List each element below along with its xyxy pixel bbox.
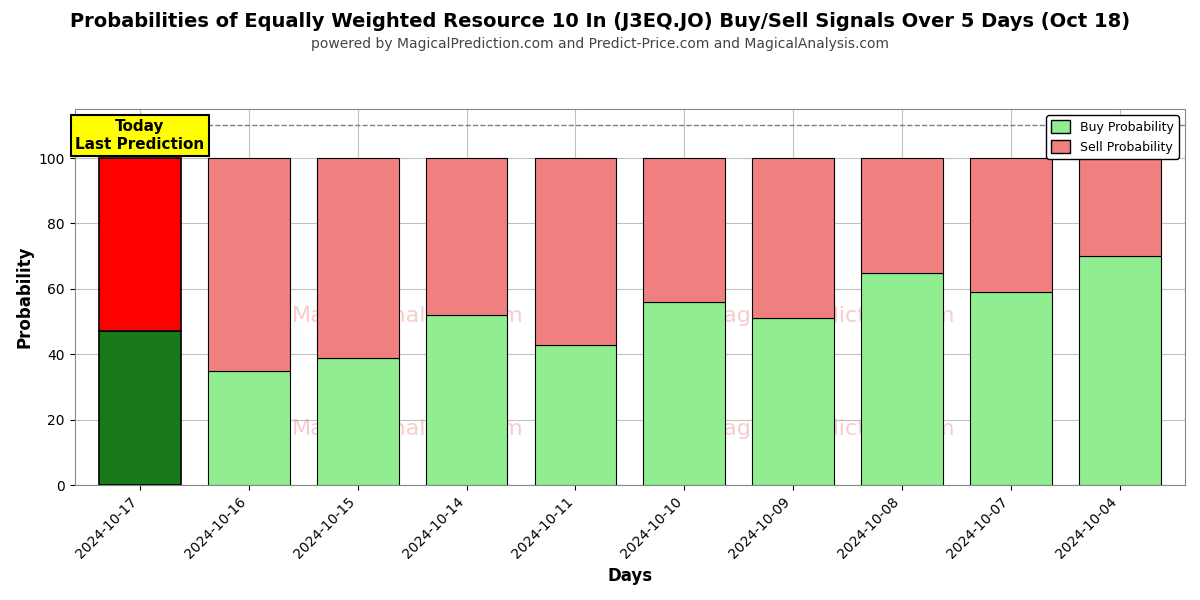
X-axis label: Days: Days <box>607 567 653 585</box>
Bar <box>317 358 398 485</box>
Bar <box>862 158 943 272</box>
Bar <box>426 315 508 485</box>
Bar <box>426 158 508 315</box>
Bar <box>1079 256 1160 485</box>
Bar <box>862 272 943 485</box>
Text: powered by MagicalPrediction.com and Predict-Price.com and MagicalAnalysis.com: powered by MagicalPrediction.com and Pre… <box>311 37 889 51</box>
Bar <box>100 158 181 331</box>
Bar <box>208 371 289 485</box>
Bar <box>317 158 398 358</box>
Bar <box>643 158 725 302</box>
Bar <box>752 319 834 485</box>
Bar <box>970 158 1051 292</box>
Bar <box>534 158 617 344</box>
Bar <box>970 292 1051 485</box>
Bar <box>752 158 834 319</box>
Y-axis label: Probability: Probability <box>16 246 34 349</box>
Text: MagicalAnalysis.com: MagicalAnalysis.com <box>292 306 523 326</box>
Bar <box>100 331 181 485</box>
Bar <box>1079 158 1160 256</box>
Text: MagicalPrediction.com: MagicalPrediction.com <box>704 419 955 439</box>
Text: Today
Last Prediction: Today Last Prediction <box>76 119 204 152</box>
Bar <box>534 344 617 485</box>
Text: MagicalAnalysis.com: MagicalAnalysis.com <box>292 419 523 439</box>
Text: Probabilities of Equally Weighted Resource 10 In (J3EQ.JO) Buy/Sell Signals Over: Probabilities of Equally Weighted Resour… <box>70 12 1130 31</box>
Text: MagicalPrediction.com: MagicalPrediction.com <box>704 306 955 326</box>
Legend: Buy Probability, Sell Probability: Buy Probability, Sell Probability <box>1046 115 1178 159</box>
Bar <box>643 302 725 485</box>
Bar <box>208 158 289 371</box>
